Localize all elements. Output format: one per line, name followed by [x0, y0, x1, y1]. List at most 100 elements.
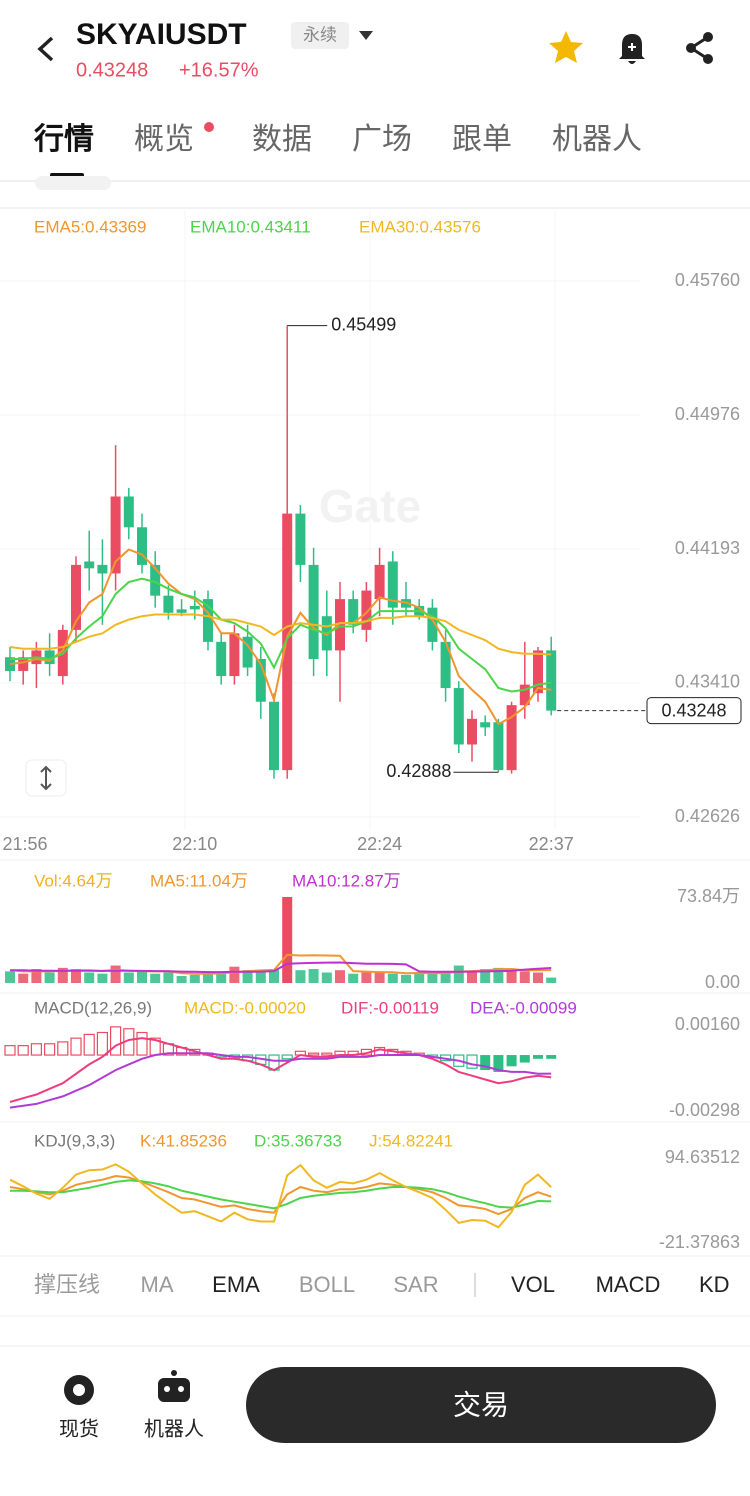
candle-body	[84, 561, 95, 569]
back-button[interactable]	[37, 36, 54, 62]
legend-entry: EMA30:0.43576	[359, 217, 481, 236]
bar	[216, 972, 227, 983]
bar	[70, 1037, 82, 1056]
bar	[519, 1055, 530, 1063]
bar	[480, 969, 491, 983]
indicator-tab[interactable]: KD	[699, 1272, 730, 1297]
tab[interactable]: 广场	[352, 123, 412, 156]
indicator-tab[interactable]: MA	[141, 1272, 174, 1297]
legend-entry: EMA5:0.43369	[34, 217, 146, 236]
price-change: +16.57%	[179, 59, 259, 81]
bar	[321, 972, 332, 983]
candle-body	[387, 561, 398, 608]
spot-icon-hole	[73, 1384, 85, 1396]
legend-entry: Vol:4.64万	[34, 871, 112, 890]
bar	[71, 969, 81, 983]
indicator-tabs: 撑压线 MA EMA BOLL SAR VOL MACD KD	[34, 1272, 730, 1297]
tab[interactable]: 数据	[252, 123, 312, 156]
tab-bar: 行情 概览 数据 广场 跟单 机器人	[33, 123, 642, 156]
bot-eye	[178, 1386, 184, 1392]
legend-entry: J:54.82241	[369, 1131, 453, 1150]
bar	[137, 971, 147, 983]
bot-eye	[164, 1386, 170, 1392]
tab[interactable]: 机器人	[552, 123, 642, 156]
candle-body	[427, 607, 438, 642]
bar	[57, 1041, 69, 1056]
bar	[189, 974, 200, 983]
bar	[57, 967, 68, 983]
bot-icon[interactable]	[158, 1378, 190, 1402]
legend-entry: DEA:-0.00099	[470, 998, 577, 1017]
tab[interactable]: 行情	[33, 123, 94, 156]
tab[interactable]: 概览	[134, 123, 194, 156]
bar	[30, 1043, 42, 1056]
candle-body	[440, 641, 451, 689]
candle-body	[150, 564, 161, 596]
last-price: 0.43248	[76, 59, 148, 81]
spot-label[interactable]: 现货	[59, 1417, 99, 1440]
dropdown-icon[interactable]	[359, 31, 373, 40]
indicator-tab[interactable]: MACD	[596, 1272, 661, 1297]
candle-body	[18, 657, 29, 671]
bar	[282, 897, 293, 983]
notification-dot	[204, 122, 214, 132]
tab[interactable]: 跟单	[452, 123, 512, 156]
bar	[18, 973, 29, 983]
badge-bg	[291, 22, 349, 49]
bar	[136, 1031, 148, 1056]
candle-body	[216, 641, 227, 677]
y-tick-label: 94.63512	[665, 1147, 740, 1167]
indicator-tab[interactable]: SAR	[393, 1272, 438, 1297]
bar	[295, 970, 306, 983]
bar	[269, 969, 279, 983]
trade-button[interactable]	[246, 1367, 716, 1443]
bar	[31, 969, 42, 983]
candle-body	[361, 590, 372, 630]
candle-body	[229, 633, 240, 677]
bar	[387, 973, 398, 983]
bot-label[interactable]: 机器人	[144, 1417, 204, 1440]
candle-body	[5, 657, 15, 671]
x-tick-label: 22:10	[172, 834, 217, 854]
bar	[255, 971, 266, 983]
x-tick-label: 21:56	[2, 834, 47, 854]
candle-body	[467, 718, 477, 745]
bar	[308, 1052, 320, 1056]
y-tick-label: 0.00160	[675, 1014, 740, 1034]
candle-body	[203, 599, 213, 642]
x-tick-label: 22:24	[357, 834, 402, 854]
indicator-line	[9, 1052, 552, 1109]
indicator-line	[9, 548, 552, 726]
indicator-title: MACD(12,26,9)	[34, 998, 152, 1017]
bar	[308, 969, 319, 983]
bar	[83, 1033, 95, 1056]
candle-body	[97, 564, 108, 574]
bar	[242, 970, 253, 983]
bar	[533, 972, 543, 983]
bar	[374, 971, 385, 983]
bar	[533, 1055, 543, 1059]
share-icon[interactable]	[686, 32, 713, 64]
trade-button-label[interactable]: 交易	[453, 1389, 509, 1420]
candle-body	[480, 722, 491, 728]
indicator-tab[interactable]: EMA	[212, 1272, 260, 1297]
bar	[348, 973, 359, 983]
legend-entry: DIF:-0.00119	[341, 998, 439, 1017]
indicator-tab[interactable]: BOLL	[299, 1272, 355, 1297]
bar	[176, 976, 187, 983]
bar	[110, 965, 121, 983]
favorite-star[interactable]	[549, 31, 583, 63]
bar	[480, 1055, 491, 1071]
candle-body	[137, 527, 147, 565]
candle-body	[255, 658, 266, 702]
indicator-line	[9, 1163, 552, 1229]
candle-body	[44, 650, 55, 665]
candle-body	[506, 705, 517, 771]
indicator-tab[interactable]: VOL	[511, 1272, 555, 1297]
bar	[401, 974, 411, 983]
bar	[17, 1045, 29, 1056]
indicator-tab[interactable]: 撑压线	[34, 1272, 100, 1297]
bar	[229, 966, 240, 983]
low-label: 0.42888	[386, 761, 451, 781]
bar	[5, 971, 15, 983]
